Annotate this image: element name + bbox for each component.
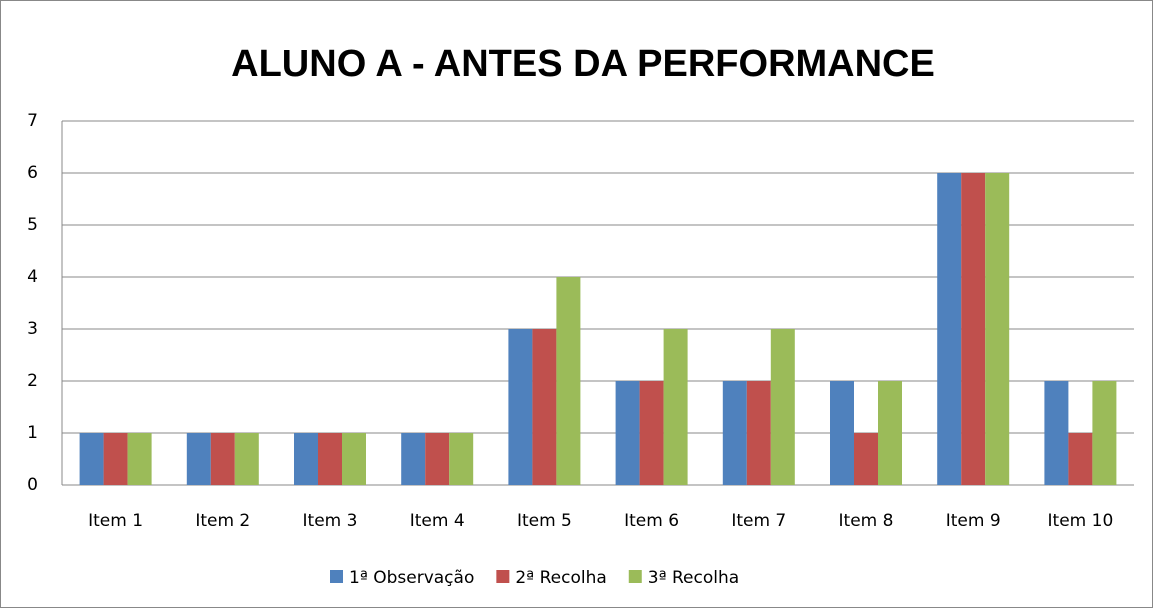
x-tick-label: Item 5 <box>517 511 572 531</box>
y-tick-label: 7 <box>27 111 38 131</box>
chart-title: ALUNO A - ANTES DA PERFORMANCE <box>231 43 935 85</box>
bar <box>342 433 366 485</box>
bar <box>294 433 318 485</box>
bar <box>425 433 450 485</box>
bar <box>854 433 878 485</box>
bar <box>1092 381 1117 485</box>
bar <box>878 381 902 485</box>
legend-label: 3ª Recolha <box>648 568 739 588</box>
bar <box>937 173 962 485</box>
bar <box>234 433 259 485</box>
x-tick-label: Item 6 <box>624 511 679 531</box>
x-tick-label: Item 2 <box>195 511 250 531</box>
x-tick-label: Item 9 <box>946 511 1001 531</box>
bar <box>770 329 795 485</box>
legend-swatch <box>628 570 642 583</box>
bar <box>210 433 235 485</box>
y-tick-label: 0 <box>27 475 38 495</box>
bar <box>186 433 211 485</box>
legend-swatch <box>496 570 510 583</box>
y-tick-label: 6 <box>27 163 38 183</box>
bar <box>615 381 640 485</box>
x-tick-label: Item 3 <box>303 511 358 531</box>
bar <box>449 433 474 485</box>
bar <box>639 381 664 485</box>
y-tick-label: 5 <box>27 215 38 235</box>
y-tick-label: 4 <box>27 267 38 287</box>
legend-label: 1ª Observação <box>349 568 474 588</box>
x-tick-label: Item 8 <box>839 511 894 531</box>
bar <box>79 433 104 485</box>
x-tick-label: Item 10 <box>1048 511 1114 531</box>
y-tick-label: 1 <box>27 423 38 443</box>
legend-swatch <box>330 570 343 583</box>
bar <box>985 173 1010 485</box>
y-tick-label: 2 <box>27 371 38 391</box>
bar <box>103 433 128 485</box>
bar <box>532 329 557 485</box>
bar <box>830 381 854 485</box>
bar <box>127 433 152 485</box>
x-tick-label: Item 4 <box>410 511 465 531</box>
bar <box>508 329 533 485</box>
bar <box>961 173 986 485</box>
y-tick-label: 3 <box>27 319 38 339</box>
bar <box>401 433 426 485</box>
bar <box>663 329 688 485</box>
bar <box>556 277 581 485</box>
bar <box>1068 433 1093 485</box>
x-tick-label: Item 7 <box>731 511 786 531</box>
bar <box>746 381 771 485</box>
bar <box>1044 381 1069 485</box>
x-tick-label: Item 1 <box>88 511 143 531</box>
bar <box>318 433 342 485</box>
legend-label: 2ª Recolha <box>515 568 606 588</box>
bar <box>722 381 747 485</box>
